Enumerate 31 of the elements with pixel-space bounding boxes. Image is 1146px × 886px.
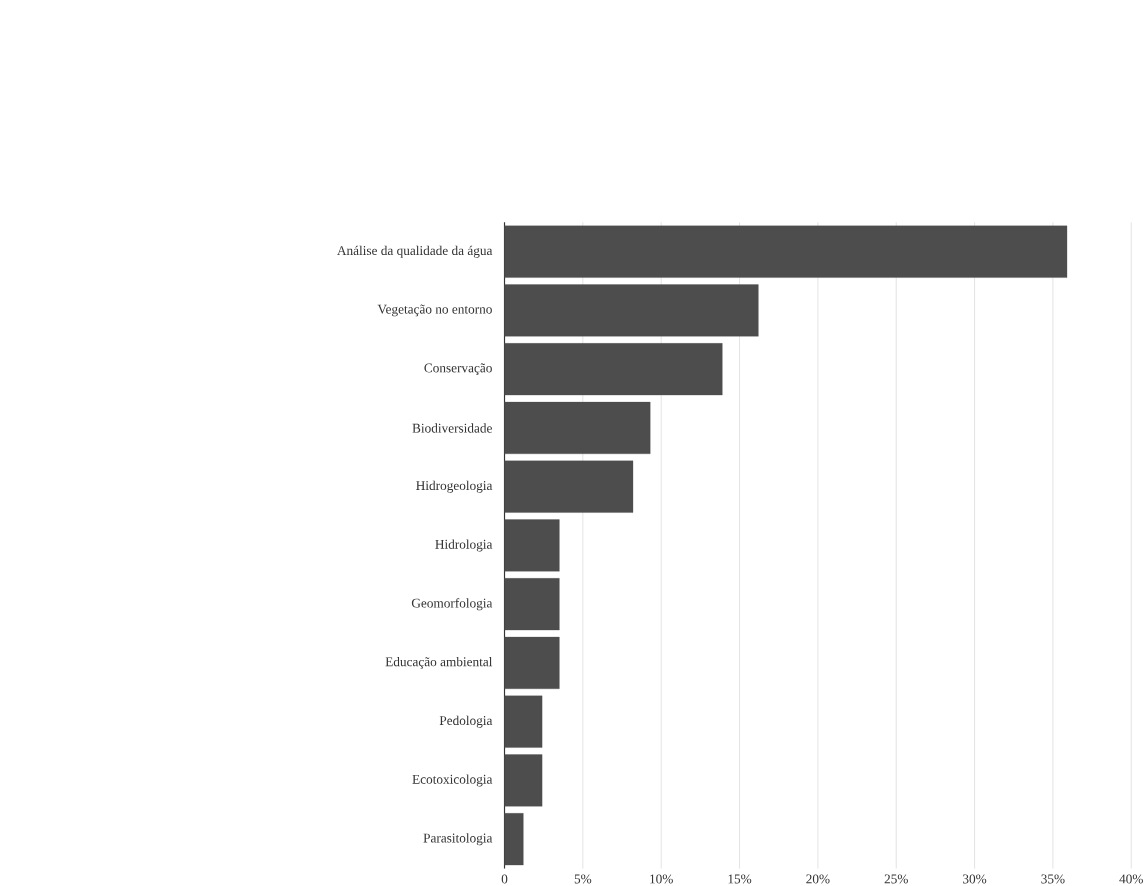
bar	[504, 401, 651, 454]
x-tick-label: 30%	[963, 874, 987, 884]
bar	[504, 284, 759, 337]
bar	[504, 460, 634, 513]
y-tick-label: Biodiversidade	[412, 423, 492, 433]
bar	[504, 695, 543, 748]
x-tick-label: 10%	[650, 874, 673, 884]
y-tick-label: Pedologia	[439, 715, 493, 728]
y-tick-label: Conservação	[424, 363, 492, 376]
x-tick-label: 5%	[574, 874, 592, 884]
y-tick-label: Parasitologia	[423, 833, 493, 846]
x-tick-label: 35%	[1041, 874, 1065, 884]
x-tick-label: 15%	[728, 874, 752, 884]
y-tick-label: Educação ambiental	[385, 656, 493, 669]
y-tick-label: Ecotoxicologia	[412, 774, 493, 787]
x-tick-label: 0	[501, 874, 508, 884]
bar	[504, 636, 560, 689]
y-tick-label: Análise da qualidade da água	[337, 245, 493, 258]
x-tick-label: 20%	[806, 874, 830, 884]
y-tick-label: Geomorfologia	[411, 598, 493, 611]
x-tick-label: 40%	[1119, 874, 1143, 884]
y-tick-label: Hidrogeologia	[416, 480, 493, 493]
bar	[504, 813, 524, 866]
bar	[504, 343, 723, 396]
bar	[504, 225, 1068, 278]
bar	[504, 578, 560, 631]
x-tick-label: 25%	[884, 874, 908, 884]
y-tick-label: Hidrologia	[435, 539, 493, 552]
bar	[504, 754, 543, 807]
y-tick-label: Vegetação no entorno	[377, 304, 492, 317]
bar	[504, 519, 560, 572]
